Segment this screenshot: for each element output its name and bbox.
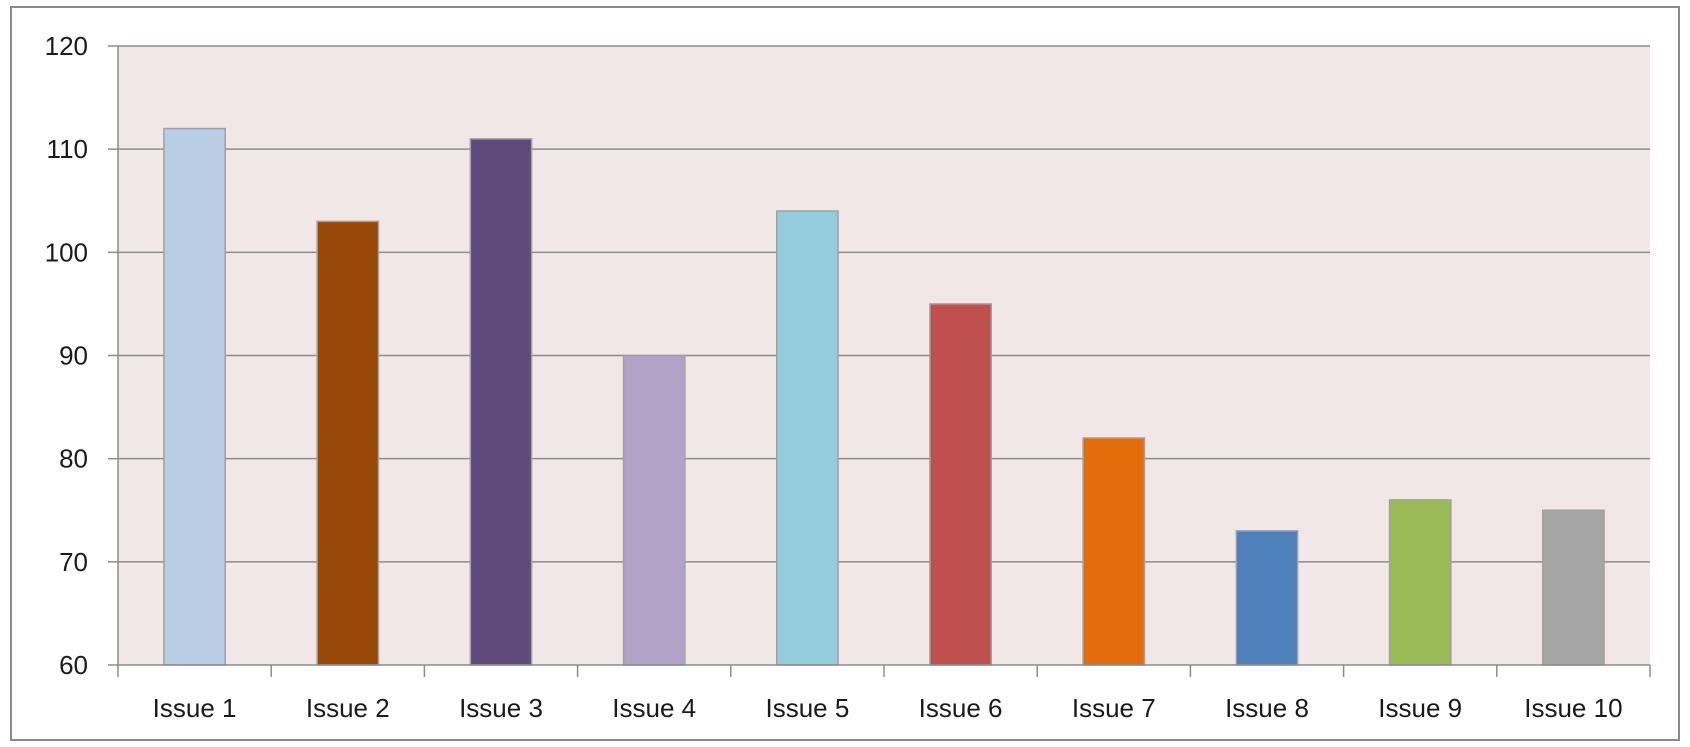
bar-issue-4 bbox=[622, 354, 686, 666]
x-tick-label: Issue 2 bbox=[306, 693, 390, 723]
bar-issue-8 bbox=[1235, 530, 1299, 666]
bar-issue-6 bbox=[929, 303, 992, 666]
x-tick-label: Issue 5 bbox=[765, 693, 849, 723]
y-tick-label: 110 bbox=[47, 134, 88, 164]
y-tick-label: 80 bbox=[59, 444, 88, 474]
x-tick-label: Issue 6 bbox=[919, 693, 1003, 723]
x-axis-ticks: Issue 1 Issue 2 Issue 3 Issue 4 Issue 5 Issue… bbox=[117, 665, 1651, 723]
bar-issue-5 bbox=[776, 210, 839, 666]
bar-issue-10 bbox=[1542, 509, 1605, 666]
bar-issue-9 bbox=[1388, 499, 1452, 666]
bar-issue-1 bbox=[163, 127, 226, 666]
bar-issue-2 bbox=[316, 220, 380, 666]
x-tick-label: Issue 3 bbox=[459, 693, 543, 723]
y-tick-label: 70 bbox=[59, 547, 88, 577]
x-tick-label: Issue 7 bbox=[1072, 693, 1156, 723]
x-tick-label: Issue 9 bbox=[1378, 693, 1462, 723]
y-tick-label: 100 bbox=[45, 237, 88, 267]
y-tick-label: 120 bbox=[45, 31, 88, 61]
y-tick-label: 90 bbox=[59, 341, 88, 371]
x-tick-label: Issue 1 bbox=[153, 693, 237, 723]
y-tick-label: 60 bbox=[59, 650, 88, 680]
bar-issue-7 bbox=[1082, 437, 1146, 666]
y-axis-ticks: 60 70 80 90 100 110 120 bbox=[45, 31, 118, 680]
x-tick-label: Issue 8 bbox=[1225, 693, 1309, 723]
x-tick-label: Issue 10 bbox=[1524, 693, 1622, 723]
bar-issue-3 bbox=[469, 138, 533, 666]
x-tick-label: Issue 4 bbox=[612, 693, 696, 723]
bars bbox=[163, 127, 1605, 666]
